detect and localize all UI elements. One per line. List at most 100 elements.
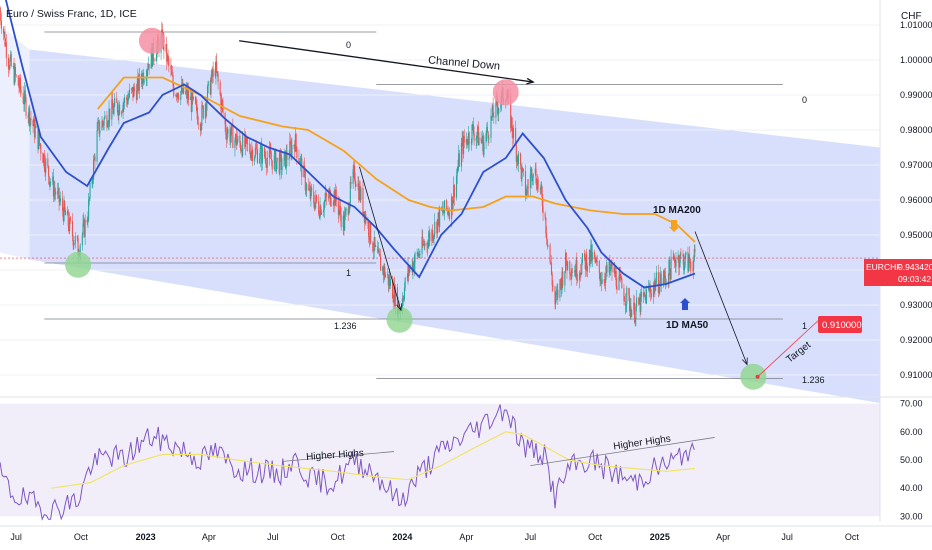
candle-body-379: [372, 250, 375, 252]
candle-body-664: [653, 281, 655, 288]
time-tick-0: Jul: [10, 532, 22, 542]
candle-body-308: [303, 165, 305, 178]
candle-body-340: [334, 191, 336, 206]
candle-body-617: [606, 265, 608, 273]
candle-body-424: [417, 252, 419, 257]
candle-body-622: [611, 263, 613, 273]
candle-body-40: [38, 133, 40, 144]
candle-body-505: [496, 99, 498, 108]
candle-body-546: [536, 179, 538, 190]
candle-body-171: [167, 54, 169, 59]
candle-body-75: [73, 243, 75, 246]
candle-body-188: [185, 91, 187, 94]
candle-body-662: [650, 293, 652, 297]
candle-body-567: [557, 289, 559, 298]
candle-body-183: [180, 91, 182, 100]
rsi-tick-4: 30.00: [900, 511, 923, 521]
time-tick-11: Apr: [716, 532, 730, 542]
drop-arrow-2023-head: [396, 303, 403, 312]
candle-body-600: [590, 244, 592, 262]
time-tick-8: Jul: [525, 532, 537, 542]
candle-body-494: [486, 126, 488, 134]
candle-body-114: [111, 99, 114, 109]
candle-body-36: [34, 127, 36, 138]
candle-body-470: [462, 138, 464, 154]
candle-body-54: [52, 176, 55, 197]
candle-body-268: [263, 147, 266, 157]
candle-body-602: [591, 251, 593, 261]
candle-body-280: [275, 150, 277, 172]
candle-body-579: [569, 274, 572, 275]
candle-body-528: [519, 153, 522, 166]
candle-body-595: [585, 254, 587, 270]
candle-body-524: [515, 144, 517, 162]
candle-body-613: [603, 279, 605, 282]
candle-body-175: [171, 74, 173, 76]
candle-body-305: [299, 158, 301, 165]
candle-body-138: [135, 91, 138, 100]
candle-body-59: [57, 188, 59, 191]
candle-body-38: [37, 125, 39, 149]
candle-body-628: [618, 275, 620, 291]
candle-body-523: [515, 128, 517, 145]
candle-body-632: [621, 278, 623, 289]
candle-body-72: [69, 217, 71, 222]
candle-body-703: [692, 268, 694, 271]
candle-body-83: [81, 234, 83, 246]
candle-body-106: [103, 118, 105, 126]
candle-body-700: [688, 254, 690, 263]
candle-body-237: [232, 125, 234, 149]
candle-body-53: [52, 176, 54, 182]
candle-body-619: [609, 261, 611, 271]
candle-body-467: [458, 153, 460, 167]
candle-body-220: [216, 61, 218, 72]
candle-body-267: [261, 147, 263, 164]
candle-body-181: [177, 93, 179, 98]
candle-body-47: [45, 158, 47, 173]
candle-body-30: [28, 107, 31, 127]
candle-body-187: [183, 83, 185, 94]
candle-body-676: [664, 275, 667, 283]
candle-body-242: [237, 135, 239, 142]
candle-body-342: [335, 189, 337, 202]
candle-body-360: [353, 165, 356, 180]
drop-arrow-2023: [359, 166, 402, 311]
candle-body-74: [72, 236, 74, 246]
candle-body-34: [33, 118, 35, 126]
candle-body-197: [192, 97, 194, 99]
candle-body-277: [271, 160, 273, 170]
candle-body-549: [540, 184, 542, 190]
candle-body-215: [211, 69, 213, 81]
candle-body-281: [275, 161, 278, 172]
candle-body-133: [130, 88, 133, 90]
candle-body-441: [433, 234, 435, 238]
candle-body-349: [343, 215, 345, 231]
candle-body-388: [382, 266, 384, 271]
candle-body-429: [422, 236, 424, 246]
candle-body-430: [422, 243, 425, 246]
candle-body-646: [635, 306, 637, 320]
candle-body-153: [150, 48, 152, 69]
candle-body-152: [148, 64, 150, 69]
candle-body-604: [594, 257, 596, 263]
candle-body-380: [373, 237, 375, 251]
candle-body-445: [437, 212, 439, 220]
candle-body-496: [487, 131, 489, 139]
candle-body-678: [667, 281, 669, 283]
candle-body-172: [168, 58, 170, 66]
candle-body-205: [201, 105, 203, 126]
candle-body-315: [309, 188, 311, 199]
candle-body-415: [408, 265, 410, 274]
candle-body-231: [226, 133, 228, 140]
candle-body-472: [463, 135, 465, 143]
candle-body-542: [532, 173, 534, 179]
candle-body-382: [375, 246, 377, 248]
candle-body-610: [600, 280, 602, 282]
candle-body-702: [690, 262, 692, 269]
candle-body-134: [131, 87, 133, 89]
candle-body-284: [279, 152, 281, 174]
candle-body-532: [522, 168, 524, 172]
candle-body-671: [659, 273, 662, 281]
